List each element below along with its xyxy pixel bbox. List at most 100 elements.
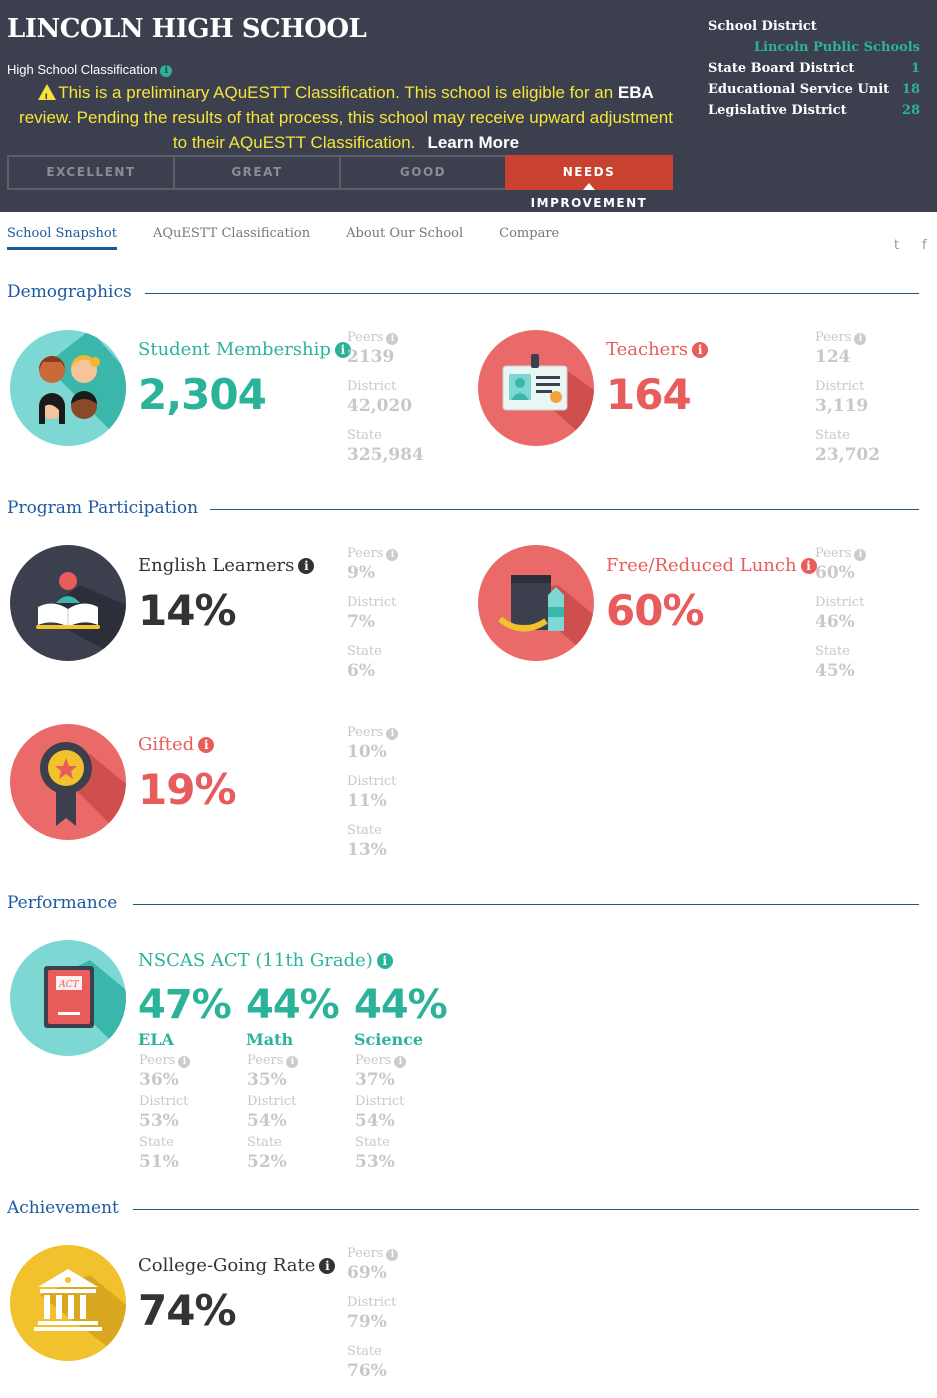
badge-icon — [478, 330, 594, 446]
state-value: 53% — [355, 1152, 395, 1172]
school-title: LINCOLN HIGH SCHOOL — [7, 14, 367, 44]
classification-levels: EXCELLENT GREAT GOOD NEEDS IMPROVEMENT — [7, 155, 673, 210]
level-good[interactable]: GOOD — [339, 155, 507, 190]
twitter-icon[interactable]: t — [894, 238, 900, 253]
school-district-label: School District — [708, 19, 817, 34]
district-label: District — [347, 379, 397, 394]
peers-label-text: Peers — [347, 1246, 384, 1261]
info-icon[interactable]: i — [386, 1249, 399, 1261]
student-membership-label: Student Membership i — [138, 339, 351, 360]
state-value: 13% — [347, 840, 387, 860]
info-icon[interactable]: i — [160, 64, 173, 77]
level-excellent[interactable]: EXCELLENT — [7, 155, 175, 190]
warning-icon — [38, 84, 57, 111]
info-icon[interactable]: i — [394, 1056, 407, 1068]
act-science-comparison: Peers i 37% District 54% State 53% — [355, 1053, 407, 1176]
peers-value: 124 — [815, 347, 851, 367]
book-reader-icon — [10, 545, 126, 661]
info-icon[interactable]: i — [298, 558, 315, 574]
peers-value: 69% — [347, 1263, 387, 1283]
english-learners-value: 14% — [138, 586, 237, 635]
free-reduced-lunch-label-text: Free/Reduced Lunch — [606, 555, 797, 576]
district-label: District — [815, 379, 865, 394]
peers-label: Peers i — [347, 1244, 399, 1263]
student-membership-value: 2,304 — [138, 370, 267, 419]
act-ela-label: ELA — [138, 1030, 174, 1049]
info-icon[interactable]: i — [319, 1258, 336, 1274]
peers-label-text: Peers — [355, 1053, 392, 1068]
district-label: District — [347, 1295, 397, 1310]
section-divider — [133, 1209, 919, 1210]
college-going-rate-label: College-Going Rate i — [138, 1255, 336, 1276]
nscas-act-label: NSCAS ACT (11th Grade) i — [138, 950, 393, 971]
state-value: 45% — [815, 661, 855, 681]
district-value: 46% — [815, 612, 855, 632]
english-learners-label: English Learners i — [138, 555, 315, 576]
tab-compare[interactable]: Compare — [499, 226, 560, 241]
info-icon[interactable]: i — [854, 333, 867, 345]
school-district-value[interactable]: Lincoln Public Schools — [753, 40, 920, 55]
act-ela-value: 47% — [138, 982, 232, 1028]
section-divider — [133, 904, 919, 905]
info-icon[interactable]: i — [198, 737, 215, 753]
district-info: School District Lincoln Public Schools S… — [708, 16, 920, 121]
teachers-value: 164 — [606, 370, 692, 419]
peers-label: Peers i — [815, 328, 880, 347]
state-value: 76% — [347, 1361, 387, 1381]
district-label: District — [355, 1094, 405, 1109]
act-ela-comparison: Peers i 36% District 53% State 51% — [139, 1053, 191, 1176]
state-label: State — [139, 1135, 174, 1150]
district-label: District — [139, 1094, 189, 1109]
peers-label-text: Peers — [247, 1053, 284, 1068]
peers-value: 35% — [247, 1070, 287, 1090]
level-great[interactable]: GREAT — [173, 155, 341, 190]
peers-value: 9% — [347, 563, 375, 583]
student-membership-comparison: Peers i 2139 District 42,020 State 325,98… — [347, 328, 424, 475]
college-going-rate-comparison: Peers i 69% District 79% State 76% — [347, 1244, 399, 1391]
gifted-label: Gifted i — [138, 734, 215, 755]
award-ribbon-icon — [10, 724, 126, 840]
info-icon[interactable]: i — [386, 333, 399, 345]
district-value: 11% — [347, 791, 387, 811]
district-label: District — [247, 1094, 297, 1109]
free-reduced-lunch-value: 60% — [606, 586, 705, 635]
college-going-rate-value: 74% — [138, 1286, 237, 1335]
peers-label: Peers i — [347, 723, 399, 742]
legislative-label: Legislative District — [708, 103, 847, 118]
info-icon[interactable]: i — [334, 342, 351, 358]
esu-value: 18 — [901, 82, 920, 97]
info-icon[interactable]: i — [286, 1056, 299, 1068]
district-value: 3,119 — [815, 396, 869, 416]
peers-label-text: Peers — [815, 546, 852, 561]
info-icon[interactable]: i — [386, 549, 399, 561]
classification-label-text: High School Classification — [7, 62, 158, 77]
info-icon[interactable]: i — [800, 558, 817, 574]
section-divider — [210, 509, 919, 510]
peers-label-text: Peers — [347, 546, 384, 561]
tab-school-snapshot[interactable]: School Snapshot — [7, 226, 117, 250]
info-icon[interactable]: i — [692, 342, 709, 358]
level-needs-improvement[interactable]: NEEDS IMPROVEMENT — [505, 155, 673, 210]
tab-about-our-school[interactable]: About Our School — [346, 226, 464, 241]
state-value: 51% — [139, 1152, 179, 1172]
district-value: 53% — [139, 1111, 179, 1131]
info-icon[interactable]: i — [178, 1056, 191, 1068]
notice: This is a preliminary AQuESTT Classifica… — [10, 80, 682, 155]
students-icon — [10, 330, 126, 446]
state-value: 325,984 — [347, 445, 424, 465]
info-icon[interactable]: i — [854, 549, 867, 561]
info-icon[interactable]: i — [386, 728, 399, 740]
tab-aquestt-classification[interactable]: AQuESTT Classification — [152, 226, 311, 241]
notice-text-1: This is a preliminary AQuESTT Classifica… — [58, 83, 618, 102]
state-label: State — [815, 428, 850, 443]
header: LINCOLN HIGH SCHOOL High School Classifi… — [0, 0, 937, 212]
state-value: 23,702 — [815, 445, 881, 465]
info-icon[interactable]: i — [376, 953, 393, 969]
student-membership-label-text: Student Membership — [138, 339, 331, 360]
facebook-icon[interactable]: f — [922, 238, 927, 253]
district-label: District — [815, 595, 865, 610]
section-demographics: Demographics — [7, 282, 132, 302]
legislative-value: 28 — [901, 103, 920, 118]
peers-label: Peers i — [347, 328, 424, 347]
learn-more-link[interactable]: Learn More — [427, 133, 520, 152]
